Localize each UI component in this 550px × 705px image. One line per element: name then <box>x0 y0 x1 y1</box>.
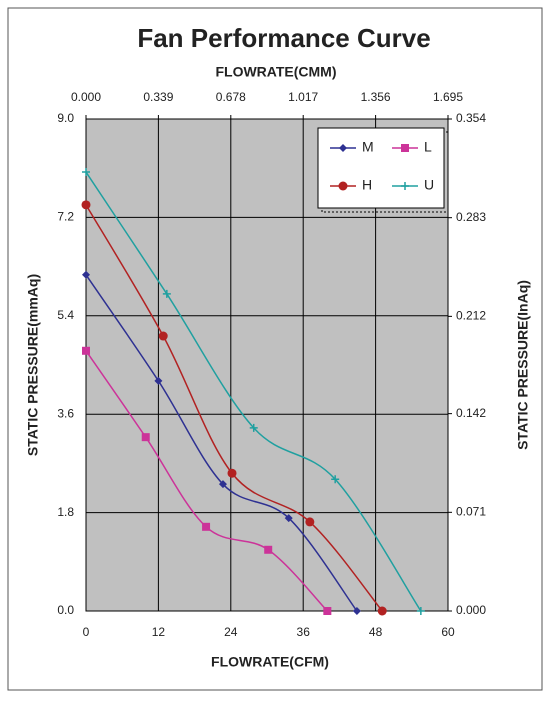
chart-title: Fan Performance Curve <box>137 23 430 53</box>
marker <box>162 289 171 298</box>
marker <box>202 522 211 531</box>
x-tick-label: 36 <box>297 625 311 639</box>
x-tick-label: 60 <box>441 625 455 639</box>
legend-label: U <box>424 177 434 193</box>
y2-tick-label: 0.000 <box>456 603 486 617</box>
series-line <box>85 274 358 612</box>
marker <box>305 517 315 527</box>
y-tick-label: 0.0 <box>57 603 74 617</box>
x2-tick-label: 1.017 <box>288 90 318 104</box>
series-line <box>85 204 383 612</box>
y2-tick-label: 0.142 <box>456 406 486 420</box>
y-tick-label: 7.2 <box>57 210 74 224</box>
y2-tick-label: 0.283 <box>456 210 486 224</box>
marker <box>82 270 90 279</box>
y-tick-label: 1.8 <box>57 505 74 519</box>
marker <box>158 331 168 341</box>
x-tick-label: 48 <box>369 625 383 639</box>
y2-tick-label: 0.071 <box>456 504 486 518</box>
marker <box>401 182 409 190</box>
x-tick-label: 0 <box>83 625 90 639</box>
y-tick-label: 5.4 <box>57 308 74 322</box>
y2-tick-label: 0.354 <box>456 111 486 125</box>
x-axis-label: FLOWRATE(CFM) <box>211 654 329 670</box>
marker <box>141 433 150 442</box>
marker <box>264 545 273 554</box>
x2-tick-label: 1.695 <box>433 90 463 104</box>
marker <box>249 423 258 432</box>
marker <box>338 181 348 191</box>
marker <box>218 480 227 489</box>
x2-tick-label: 0.678 <box>216 90 246 104</box>
marker <box>227 468 237 478</box>
marker <box>81 200 91 210</box>
y-tick-label: 3.6 <box>57 406 74 420</box>
marker <box>331 475 340 484</box>
marker <box>401 144 409 152</box>
marker <box>339 144 347 152</box>
marker <box>323 607 332 615</box>
marker <box>377 606 387 616</box>
y2-tick-label: 0.212 <box>456 309 486 323</box>
marker <box>82 168 90 177</box>
x-tick-label: 12 <box>152 625 166 639</box>
x2-tick-label: 0.339 <box>143 90 173 104</box>
x2-tick-label: 0.000 <box>71 90 101 104</box>
x2-axis-label: FLOWRATE(CMM) <box>215 64 336 80</box>
marker <box>416 607 425 615</box>
marker <box>82 346 90 355</box>
x2-tick-label: 1.356 <box>361 90 391 104</box>
legend <box>317 127 445 209</box>
y-tick-label: 9.0 <box>57 111 74 125</box>
marker <box>284 514 293 523</box>
legend-label: M <box>362 139 374 155</box>
x-tick-label: 24 <box>224 625 238 639</box>
marker <box>154 376 163 385</box>
marker <box>352 607 361 615</box>
legend-label: L <box>424 139 432 155</box>
y2-axis-label: STATIC PRESSURE(InAq) <box>515 280 531 450</box>
legend-label: H <box>362 177 372 193</box>
y-axis-label: STATIC PRESSURE(mmAq) <box>25 274 41 456</box>
